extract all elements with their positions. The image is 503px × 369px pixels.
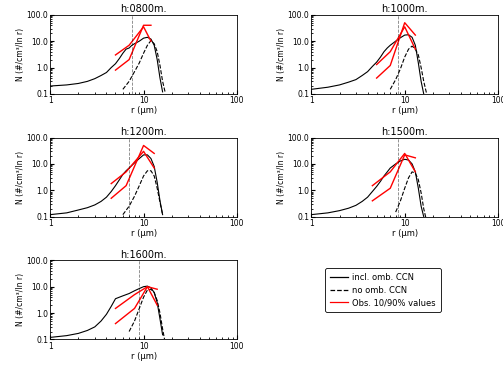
X-axis label: r (μm): r (μm) <box>130 352 156 361</box>
X-axis label: r (μm): r (μm) <box>392 229 418 238</box>
Title: h:1500m.: h:1500m. <box>381 127 428 137</box>
Y-axis label: N (#/cm³/ln r): N (#/cm³/ln r) <box>277 28 286 81</box>
Title: h:1600m.: h:1600m. <box>120 249 167 259</box>
Title: h:1000m.: h:1000m. <box>381 4 428 14</box>
Y-axis label: N (#/cm³/ln r): N (#/cm³/ln r) <box>16 151 25 204</box>
Title: h:1200m.: h:1200m. <box>120 127 167 137</box>
X-axis label: r (μm): r (μm) <box>130 106 156 115</box>
Y-axis label: N (#/cm³/ln r): N (#/cm³/ln r) <box>16 273 25 327</box>
X-axis label: r (μm): r (μm) <box>392 106 418 115</box>
Legend: incl. omb. CCN, no omb. CCN, Obs. 10/90% values: incl. omb. CCN, no omb. CCN, Obs. 10/90%… <box>325 268 441 312</box>
Title: h:0800m.: h:0800m. <box>120 4 167 14</box>
Y-axis label: N (#/cm³/ln r): N (#/cm³/ln r) <box>277 151 286 204</box>
X-axis label: r (μm): r (μm) <box>130 229 156 238</box>
Y-axis label: N (#/cm³/ln r): N (#/cm³/ln r) <box>16 28 25 81</box>
